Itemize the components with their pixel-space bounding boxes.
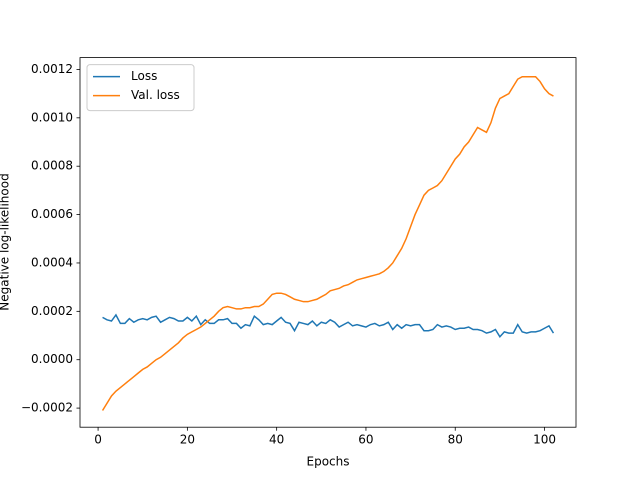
y-axis-label: Negative log-likelihood <box>0 173 12 310</box>
y-tick-label: 0.0010 <box>31 110 73 124</box>
y-tick-label: 0.0004 <box>31 255 73 269</box>
y-tick-label: 0.0012 <box>31 62 73 76</box>
x-tick-label: 20 <box>180 433 195 447</box>
x-tick-label: 100 <box>533 433 556 447</box>
y-tick-label: 0.0000 <box>31 352 73 366</box>
x-tick-label: 0 <box>94 433 102 447</box>
y-tick-label: 0.0002 <box>31 304 73 318</box>
x-tick-label: 80 <box>448 433 463 447</box>
legend-label: Loss <box>131 69 157 83</box>
y-tick-label: 0.0006 <box>31 207 73 221</box>
plot-frame <box>79 57 577 428</box>
y-tick-label: −0.0002 <box>21 401 73 415</box>
x-tick-label: 40 <box>269 433 284 447</box>
series-line <box>102 313 555 338</box>
series-line <box>101 75 554 411</box>
legend-label: Val. loss <box>131 88 180 102</box>
y-tick-label: 0.0008 <box>31 159 73 173</box>
x-axis-label: Epochs <box>307 455 350 469</box>
x-tick-label: 60 <box>358 433 373 447</box>
